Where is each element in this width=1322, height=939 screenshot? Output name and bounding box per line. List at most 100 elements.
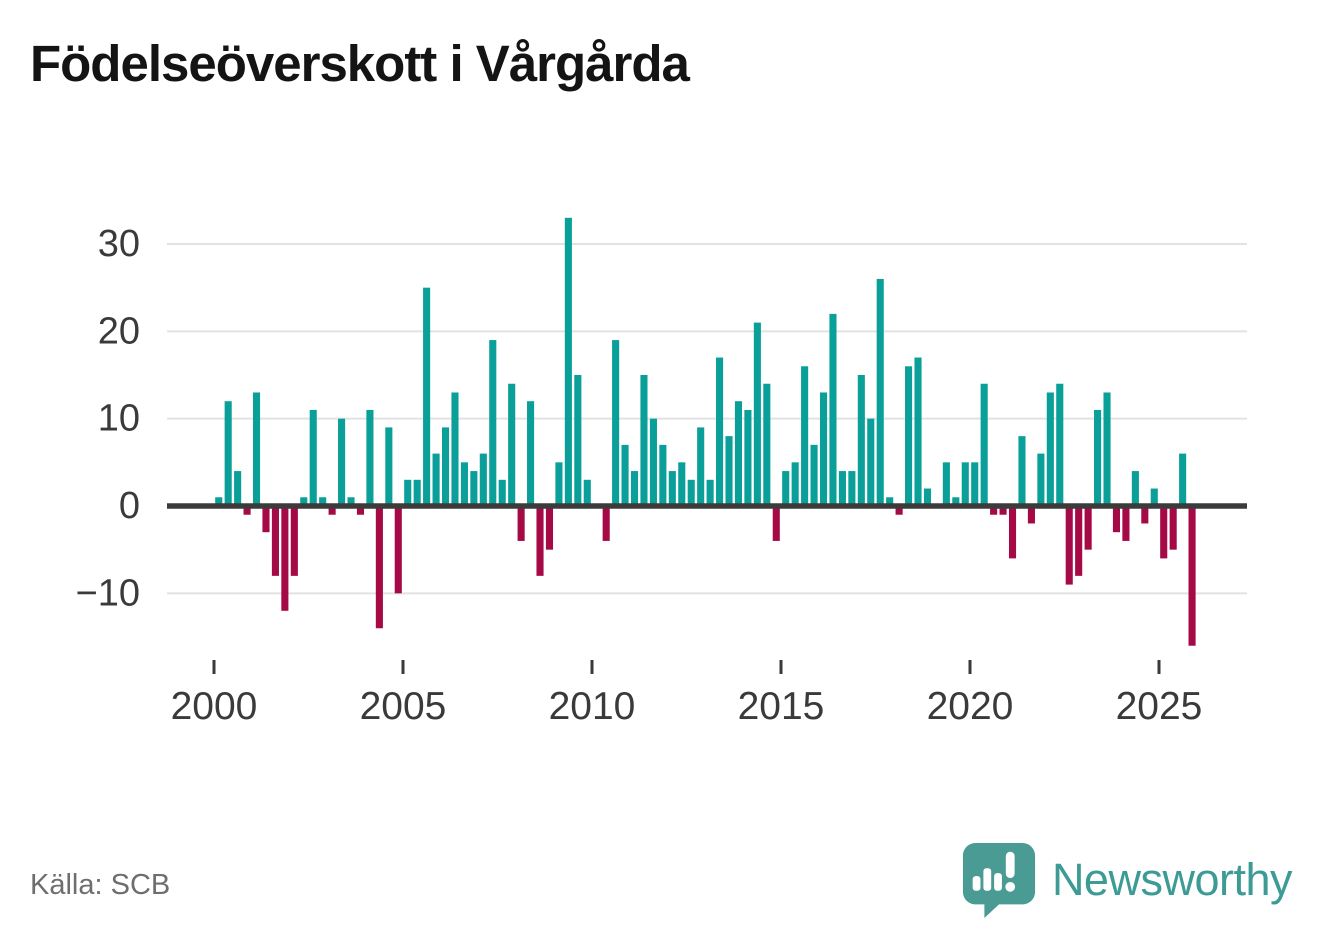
bar: [640, 375, 648, 506]
gridlines: [167, 243, 1247, 595]
bar: [290, 506, 298, 576]
source-label: Källa: SCB: [30, 869, 171, 901]
bar: [300, 497, 308, 506]
bar: [460, 462, 468, 506]
bar: [215, 497, 223, 506]
bar: [1046, 392, 1054, 506]
bar: [999, 506, 1007, 515]
exclamation-dot-icon: [1005, 881, 1016, 892]
bar: [1131, 471, 1139, 506]
newsworthy-logo-icon: [962, 842, 1036, 919]
bar: [479, 453, 487, 506]
bar: [734, 401, 743, 506]
bar: [848, 471, 856, 506]
bar: [224, 401, 232, 506]
y-tick-label: 30: [98, 223, 140, 265]
bar: [630, 471, 639, 506]
bar: [498, 479, 506, 506]
bar: [876, 278, 884, 506]
bar: [961, 462, 969, 506]
bar: [489, 340, 497, 506]
bar: [763, 383, 771, 506]
x-axis-ticks: 2000 2005 2010 2015 2020 2025: [171, 660, 1203, 728]
bar: [1112, 506, 1121, 533]
bar: [905, 366, 913, 506]
y-tick-label: 10: [98, 398, 140, 440]
bar: [347, 497, 355, 506]
bar: [252, 392, 261, 506]
bar: [527, 401, 535, 506]
bar: [1018, 436, 1026, 506]
bar: [1141, 506, 1149, 524]
bar: [621, 444, 629, 506]
bar: [385, 427, 393, 506]
bar: [914, 357, 922, 506]
bar: [1169, 506, 1177, 550]
bar: [782, 471, 790, 506]
bar: [867, 418, 875, 506]
bar: [923, 488, 932, 506]
bar: [555, 462, 563, 506]
bar: [375, 506, 383, 629]
x-tick-label: 2010: [549, 685, 636, 728]
bar: [886, 497, 894, 506]
bar: [309, 409, 317, 506]
exclamation-bar-icon: [1005, 851, 1015, 879]
chart-title: Födelseöverskott i Vårgårda: [30, 35, 690, 92]
bar: [328, 506, 336, 515]
bar: [942, 462, 950, 506]
bar: [432, 453, 440, 506]
bar: [971, 462, 979, 506]
bar: [895, 506, 903, 515]
x-tick-label: 2000: [171, 685, 258, 728]
bar: [829, 313, 837, 506]
bar: [753, 322, 761, 506]
bar: [413, 479, 421, 506]
bar: [772, 506, 780, 541]
bar: [404, 479, 412, 506]
bar: [819, 392, 828, 506]
bar: [649, 418, 657, 506]
bar: [1150, 488, 1158, 506]
bar: [517, 506, 525, 541]
y-axis-labels: 30 20 10 0 −10: [76, 223, 140, 614]
bar: [687, 479, 695, 506]
x-tick-label: 2020: [927, 685, 1014, 728]
bar: [536, 506, 544, 576]
bar: [1027, 506, 1035, 524]
bar: [243, 506, 251, 515]
bar: [697, 427, 705, 506]
bar: [838, 471, 846, 506]
bar: [1160, 506, 1168, 559]
chart-bar-tall-icon: [983, 868, 992, 891]
bar: [1037, 453, 1045, 506]
bar: [668, 471, 676, 506]
bar: [356, 506, 365, 515]
bar: [801, 366, 809, 506]
bar: [262, 506, 270, 533]
y-tick-label: 20: [98, 310, 140, 352]
bar: [659, 444, 667, 506]
bar: [574, 375, 582, 506]
x-tick-label: 2025: [1116, 685, 1203, 728]
brand-lockup: Newsworthy: [960, 840, 1293, 920]
x-tick-label: 2015: [738, 685, 825, 728]
chart-bar-small-icon: [972, 876, 981, 891]
bar: [394, 506, 402, 594]
y-tick-label: −10: [76, 572, 140, 614]
bar: [451, 392, 459, 506]
bar: [423, 287, 431, 506]
bar: [1094, 409, 1102, 506]
bar: [1103, 392, 1111, 506]
bar: [441, 427, 450, 506]
bar: [366, 409, 374, 506]
bar: [716, 357, 724, 506]
y-tick-label: 0: [119, 485, 140, 527]
bar: [1084, 506, 1092, 550]
bar: [545, 506, 554, 550]
bar: [952, 497, 960, 506]
bar: [791, 462, 799, 506]
bar: [1188, 506, 1196, 646]
bar: [1075, 506, 1083, 576]
bar: [1056, 383, 1064, 506]
